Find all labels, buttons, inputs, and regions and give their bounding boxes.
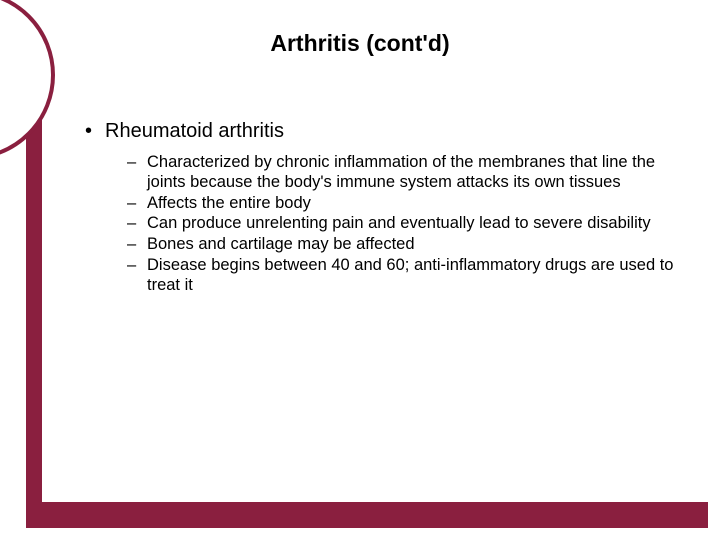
left-accent-bar <box>26 80 42 528</box>
bullet-level-2: Can produce unrelenting pain and eventua… <box>85 214 680 234</box>
bullet-level-2: Affects the entire body <box>85 194 680 214</box>
bullet-level-2: Disease begins between 40 and 60; anti-i… <box>85 256 680 296</box>
content-area: Rheumatoid arthritis Characterized by ch… <box>85 120 680 297</box>
bullet-level-2: Bones and cartilage may be affected <box>85 235 680 255</box>
slide: Arthritis (cont'd) Rheumatoid arthritis … <box>0 0 720 540</box>
bullet-level-1: Rheumatoid arthritis <box>85 120 680 143</box>
left-accent-circle <box>0 0 55 160</box>
slide-title: Arthritis (cont'd) <box>0 30 720 57</box>
bottom-accent-bar <box>26 502 708 528</box>
bullet-level-2: Characterized by chronic inflammation of… <box>85 153 680 193</box>
